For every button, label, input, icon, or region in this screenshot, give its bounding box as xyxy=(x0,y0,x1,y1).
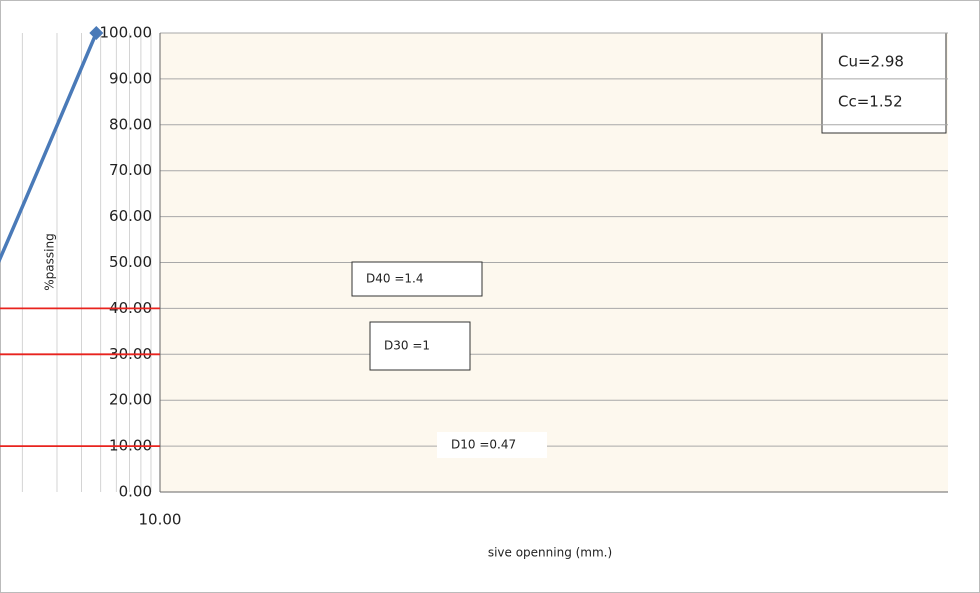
y-tick-label: 0.00 xyxy=(119,483,152,501)
x-axis-label: sive openning (mm.) xyxy=(488,546,612,560)
guide-label: D10 =0.47 xyxy=(451,438,516,452)
annotation: Cc=1.52 xyxy=(838,93,903,111)
y-tick-label: 100.00 xyxy=(100,24,153,42)
y-tick-label: 50.00 xyxy=(109,253,152,271)
x-tick-label: 10.00 xyxy=(139,511,182,529)
y-tick-label: 20.00 xyxy=(109,391,152,409)
guide-label: D30 =1 xyxy=(384,339,430,353)
y-tick-label: 70.00 xyxy=(109,161,152,179)
y-axis-label: %passing xyxy=(43,233,57,290)
annotation: Cu=2.98 xyxy=(838,53,904,71)
guide-label: D40 =1.4 xyxy=(366,272,423,286)
y-tick-label: 60.00 xyxy=(109,207,152,225)
y-tick-label: 90.00 xyxy=(109,69,152,87)
y-tick-label: 80.00 xyxy=(109,115,152,133)
chart: sive openning (mm.) %passing Cu=2.98 Cc=… xyxy=(0,0,980,593)
coefficient-box xyxy=(822,33,946,133)
